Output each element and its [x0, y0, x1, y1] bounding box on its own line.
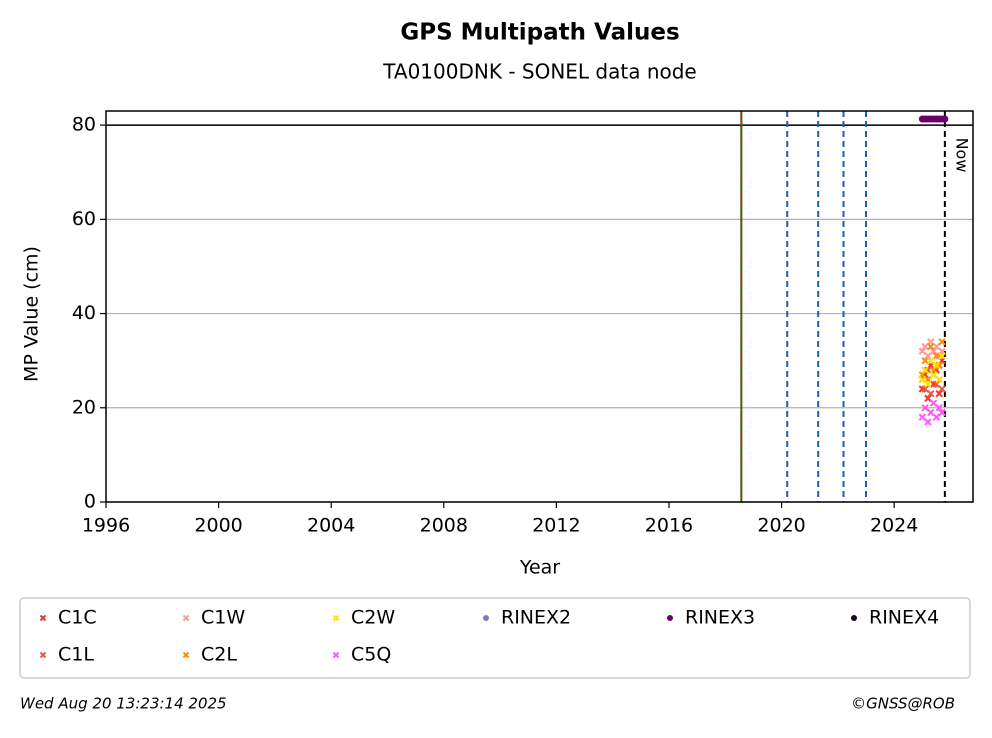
now-label: Now: [952, 138, 971, 173]
data-point: [929, 347, 938, 355]
legend-label: C5Q: [351, 644, 391, 666]
data-point: [924, 418, 932, 426]
data-point: [935, 389, 943, 398]
data-point: [938, 408, 946, 417]
data-point: [938, 338, 946, 346]
legend-marker: [39, 651, 47, 659]
data-point: [927, 356, 935, 365]
x-tick-label: 1996: [82, 515, 130, 537]
data-point: [938, 385, 946, 393]
timestamp: Wed Aug 20 13:23:14 2025: [20, 695, 227, 713]
legend-marker: [483, 615, 489, 621]
y-tick-label: 40: [72, 302, 96, 324]
legend-label: C1L: [58, 644, 94, 666]
y-tick-label: 60: [72, 208, 96, 230]
legend-label: RINEX3: [685, 607, 755, 629]
x-tick-label: 2000: [194, 515, 242, 537]
legend-marker: [182, 651, 190, 659]
chart-subtitle: TA0100DNK - SONEL data node: [382, 60, 697, 84]
legend-label: C2W: [351, 607, 395, 629]
data-point: [932, 380, 941, 388]
y-tick-label: 20: [72, 396, 96, 418]
data-point: [932, 361, 941, 370]
x-tick-label: 2016: [645, 515, 693, 537]
data-point: [921, 385, 929, 393]
data-point: [941, 115, 949, 123]
legend-marker: [332, 614, 340, 622]
y-tick-label: 80: [72, 114, 96, 136]
chart-title: GPS Multipath Values: [400, 20, 679, 46]
x-tick-label: 2004: [307, 515, 355, 537]
legend-marker: [182, 614, 190, 622]
data-point: [921, 356, 929, 365]
credit: ©GNSS@ROB: [851, 695, 955, 713]
data-point: [921, 366, 929, 374]
data-point: [924, 380, 932, 388]
data-point: [918, 347, 927, 355]
data-point: [929, 371, 938, 379]
data-point: [927, 389, 935, 398]
data-point: [927, 408, 935, 417]
data-point: [918, 413, 927, 421]
data-point: [927, 342, 935, 351]
data-point: [921, 342, 929, 351]
data-point: [932, 352, 941, 360]
data-point: [924, 352, 932, 360]
legend-label: C2L: [201, 644, 237, 666]
x-tick-label: 2008: [420, 515, 468, 537]
x-tick-label: 2024: [870, 515, 918, 537]
data-point: [932, 342, 941, 351]
legend-label: RINEX4: [869, 607, 939, 629]
legend-label: RINEX2: [501, 607, 571, 629]
legend-label: C1C: [58, 607, 97, 629]
y-axis-label: MP Value (cm): [21, 246, 43, 382]
legend-marker: [851, 615, 857, 621]
plot-frame: [105, 110, 974, 503]
data-point: [935, 375, 943, 384]
x-tick-label: 2020: [757, 515, 805, 537]
data-point: [938, 352, 946, 360]
legend-label: C1W: [201, 607, 245, 629]
y-tick-label: 0: [84, 491, 96, 513]
legend-marker: [332, 651, 340, 659]
legend-marker: [39, 614, 47, 622]
data-point: [932, 413, 941, 421]
data-point: [935, 404, 943, 412]
x-tick-label: 2012: [532, 515, 580, 537]
x-axis-label: Year: [519, 557, 560, 579]
data-point: [924, 394, 932, 403]
legend-box: [19, 597, 971, 679]
legend-marker: [667, 615, 673, 621]
data-point: [929, 399, 938, 407]
data-point: [918, 375, 927, 384]
data-point: [921, 404, 929, 412]
